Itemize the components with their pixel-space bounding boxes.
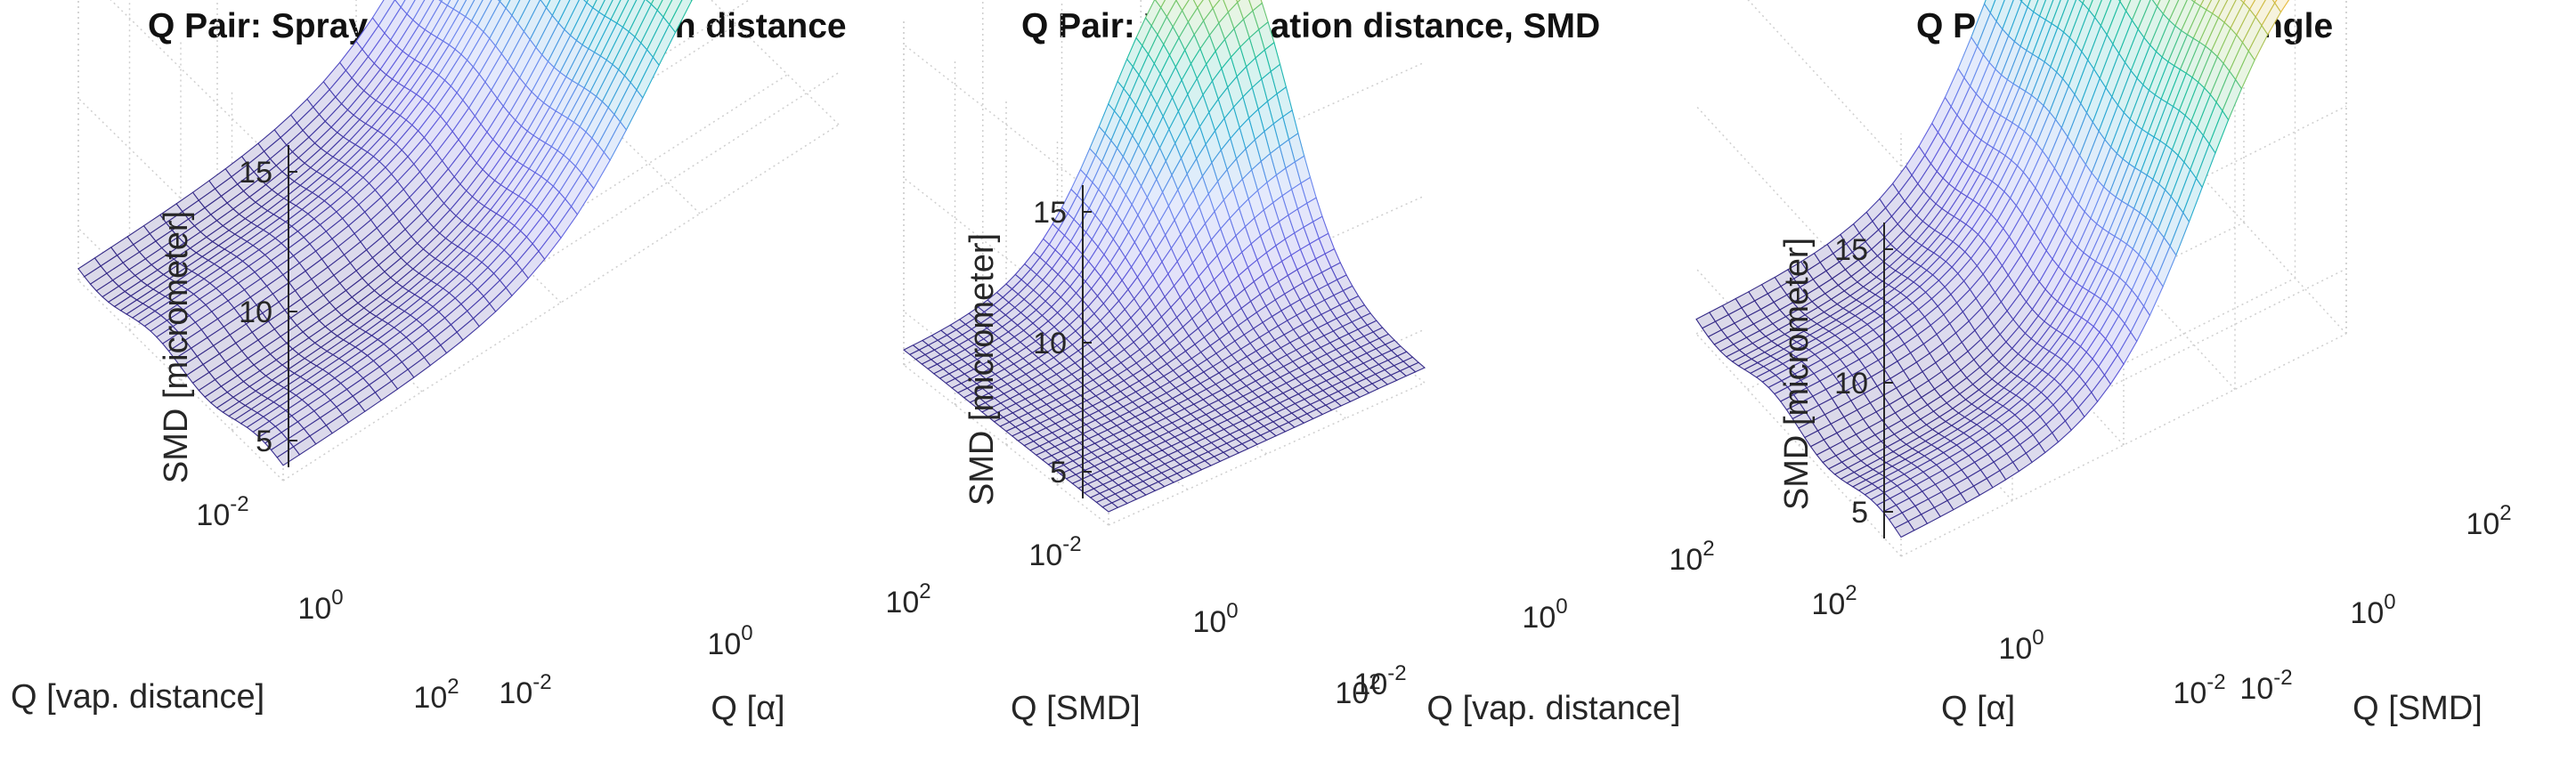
panel-2-xlabel: Q [vap. distance]: [1426, 690, 1680, 727]
panel-1-ztick: 5: [256, 425, 272, 458]
panel-1-ztick: 15: [239, 156, 272, 190]
panel-3-xtick: 102: [2466, 501, 2511, 541]
panel-3-ztick: 10: [1834, 367, 1868, 401]
panel-3-ylabel: Q [α]: [1941, 690, 2015, 727]
panel-1-ztick: 10: [239, 295, 272, 329]
panel-2-ytick: 100: [1192, 599, 1238, 639]
panel-1-zlabel: SMD [micrometer]: [158, 211, 195, 483]
panel-3-ytick: 10-2: [2173, 670, 2225, 710]
panel-1-xtick: 100: [707, 621, 752, 661]
panel-1-ylabel: Q [vap. distance]: [11, 678, 264, 716]
surface-patch: [1192, 0, 1204, 9]
panel-2-ztick: 5: [1050, 456, 1067, 490]
panel-1-ytick: 102: [413, 675, 459, 715]
panel-2-zlabel: SMD [micrometer]: [963, 233, 1001, 506]
panel-3-ytick: 100: [1998, 626, 2044, 666]
panel-3-xlabel: Q [SMD]: [2353, 690, 2483, 727]
panel-3-xtick: 100: [2350, 590, 2395, 630]
panel-3-xtick: 10-2: [2239, 666, 2292, 706]
panel-2-ztick: 10: [1033, 327, 1067, 360]
panel-2-xtick: 100: [1522, 595, 1567, 635]
panel-1-ytick: 10-2: [196, 492, 248, 532]
panel-3-plot: 5 10 15 10-2 100 102 102 100 10-2 SMD [micrometer…: [1695, 0, 2512, 727]
panel-2-surface: [902, 0, 1426, 513]
panel-3-ytick: 102: [1811, 581, 1857, 621]
panel-1-ytick: 100: [297, 586, 343, 626]
panel-2-xtick: 10-2: [1353, 661, 1406, 701]
panel-1-xtick: 102: [885, 579, 930, 619]
surface-patch: [1101, 502, 1119, 513]
panel-2-ztick: 15: [1033, 196, 1067, 230]
panel-1-plot: 5 10 15 10-2 100 102 10-2 100 102 SMD [micrometer…: [11, 0, 931, 727]
panel-1-xtick: 10-2: [499, 670, 551, 710]
panel-2-ytick: 10-2: [1028, 532, 1081, 572]
panel-2-xtick: 102: [1669, 537, 1714, 577]
panel-3-ztick: 15: [1834, 233, 1868, 267]
panel-2-ylabel: Q [SMD]: [1011, 690, 1141, 727]
panel-1-surface: [77, 0, 693, 466]
panel-2-title: Q Pair: Vaporisation distance, SMD: [1021, 7, 1601, 45]
surface-patch: [1894, 520, 1915, 538]
panel-2-ytick: 102: [1335, 670, 1380, 710]
panel-3-zlabel: SMD [micrometer]: [1778, 238, 1816, 510]
panel-1-xlabel: Q [α]: [711, 690, 784, 727]
panel-3-ztick: 5: [1851, 496, 1868, 530]
panel-3-surface: [1695, 0, 2290, 538]
